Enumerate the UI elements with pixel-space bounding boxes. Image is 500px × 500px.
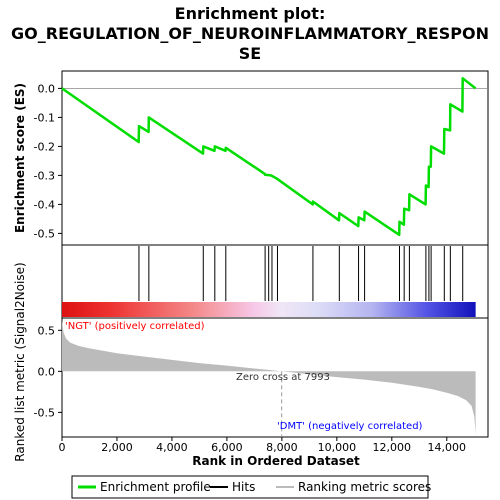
- positive-correlation-label: 'NGT' (positively correlated): [65, 321, 205, 332]
- metric-y-tick-label: 0.5: [38, 324, 56, 337]
- negative-correlation-label: 'DMT' (negatively correlated): [277, 421, 423, 432]
- rank-color-bar: [62, 302, 476, 317]
- x-tick-label: 14,000: [428, 441, 467, 454]
- metric-panel: 0.5 0.0 -0.5 0 2,000 4,000 6,000 8,000 10,000 12…: [13, 262, 489, 468]
- metric-y-tick-label: -0.5: [34, 406, 55, 419]
- es-y-tick-label: -0.2: [34, 140, 55, 153]
- zero-cross-label: Zero cross at 7993: [236, 372, 330, 383]
- legend-label-ranking: Ranking metric scores: [298, 480, 431, 494]
- es-y-tick-label: -0.1: [34, 111, 55, 124]
- hits-panel: [61, 244, 489, 319]
- metric-y-ticks: 0.5 0.0 -0.5: [34, 324, 62, 419]
- es-y-tick-label: -0.4: [34, 198, 55, 211]
- legend-label-hits: Hits: [232, 480, 255, 494]
- title-line-2: GO_REGULATION_OF_NEUROINFLAMMATORY_RESPO…: [11, 24, 489, 43]
- metric-x-ticks: 0 2,000 4,000 6,000 8,000 10,000 12,000 14,000: [59, 437, 467, 454]
- x-tick-label: 10,000: [318, 441, 357, 454]
- legend: Enrichment profile Hits Ranking metric s…: [71, 475, 431, 499]
- legend-label-profile: Enrichment profile: [100, 480, 211, 494]
- x-tick-label: 4,000: [156, 441, 188, 454]
- legend-box: [71, 475, 429, 499]
- es-y-tick-label: -0.3: [34, 169, 55, 182]
- x-tick-label: 6,000: [211, 441, 243, 454]
- ranking-metric-area: [62, 320, 476, 435]
- title-line-3: SE: [239, 44, 261, 63]
- x-tick-label: 0: [59, 441, 66, 454]
- x-tick-label: 12,000: [373, 441, 412, 454]
- es-y-tick-label: 0.0: [38, 82, 56, 95]
- es-panel-frame: [61, 70, 489, 246]
- es-panel: 0.0 -0.1 -0.2 -0.3 -0.4 -0.5 Enrichment score…: [13, 70, 489, 246]
- es-y-ticks: 0.0 -0.1 -0.2 -0.3 -0.4 -0.5: [34, 82, 62, 240]
- x-tick-label: 8,000: [266, 441, 298, 454]
- hit-lines: [138, 246, 464, 301]
- x-axis-label: Rank in Ordered Dataset: [192, 454, 360, 468]
- x-tick-label: 2,000: [101, 441, 133, 454]
- metric-y-axis-label: Ranked list metric (Signal2Noise): [13, 262, 27, 461]
- metric-y-tick-label: 0.0: [38, 365, 56, 378]
- es-y-tick-label: -0.5: [34, 227, 55, 240]
- enrichment-profile-line: [61, 77, 477, 237]
- es-y-axis-label: Enrichment score (ES): [13, 83, 27, 233]
- title-line-1: Enrichment plot:: [175, 4, 326, 23]
